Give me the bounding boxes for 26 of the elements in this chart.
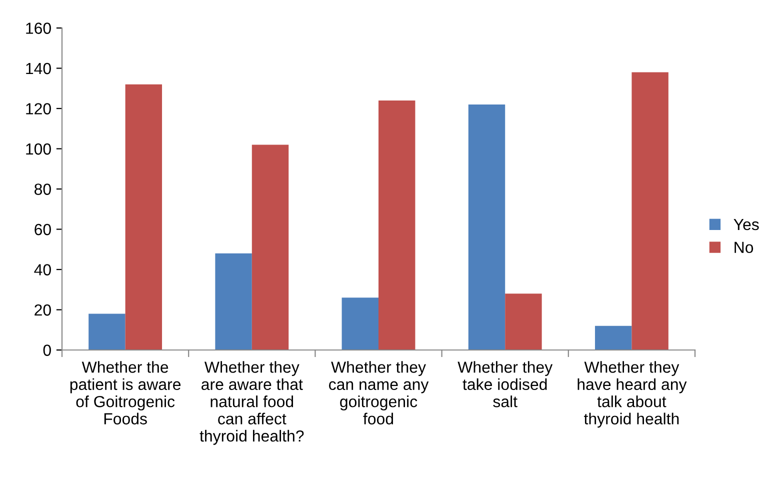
legend-label: No [734, 242, 754, 254]
x-tick-label: Whether they can name any goitrogenic food [329, 361, 429, 424]
y-tick-label: 140 [26, 62, 51, 74]
y-tick-label: 120 [26, 103, 51, 114]
x-tick-label: Whether the patient is aware of Goitrogenic Foods [70, 361, 181, 424]
x-tick-label: Whether they have heard any talk about thyroid health [578, 361, 687, 428]
bar [505, 294, 542, 350]
bar [632, 72, 668, 350]
y-tick-label: 40 [34, 264, 51, 276]
x-tick-label: Whether they take iodised salt [458, 361, 553, 408]
x-tick-label: Whether they are aware that natural food can affect thyroid health? [200, 361, 304, 445]
y-tick-label: 0 [43, 344, 51, 356]
y-tick-label: 60 [34, 224, 51, 236]
bar [215, 253, 252, 350]
bar [378, 100, 416, 350]
y-tick-label: 160 [26, 22, 51, 34]
bar [594, 326, 632, 350]
bar [125, 84, 162, 350]
bar [468, 104, 506, 350]
legend-label: Yes [734, 219, 759, 230]
y-tick-label: 100 [26, 143, 51, 155]
y-tick-label: 80 [34, 184, 51, 195]
bar [252, 144, 289, 350]
y-tick-label: 20 [34, 304, 51, 316]
bar [342, 298, 378, 350]
bar [88, 314, 126, 350]
